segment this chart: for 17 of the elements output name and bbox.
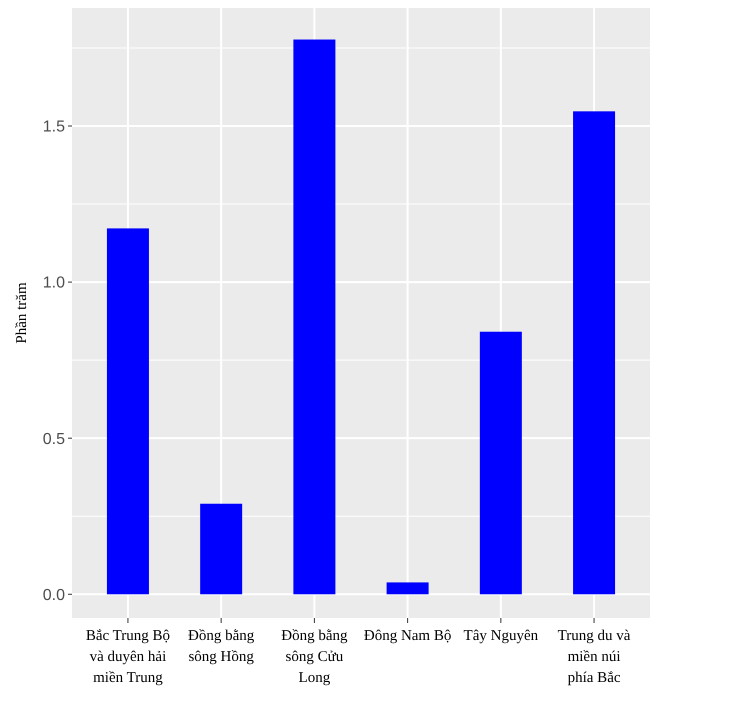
- x-tick-label: Tây Nguyên: [464, 628, 539, 644]
- y-tick-label: 0.5: [42, 430, 66, 448]
- y-tick-label: 0.0: [42, 586, 66, 604]
- bar: [200, 504, 242, 594]
- x-tick-label: Bắc Trung Bộ và duyên hải miền Trung: [86, 628, 170, 686]
- x-tick-label: Đồng bằng sông Cửu Long: [281, 628, 348, 686]
- bar: [480, 332, 522, 594]
- y-tick-label: 1.5: [42, 118, 66, 136]
- y-tick-label: 1.0: [42, 274, 66, 292]
- x-tick-label: Trung du và miền núi phía Bắc: [558, 628, 631, 686]
- bar: [573, 111, 616, 594]
- x-tick-label: Đông Nam Bộ: [364, 628, 452, 644]
- bar: [386, 582, 429, 594]
- x-tick-label: Đồng bằng sông Hồng: [188, 628, 255, 665]
- bar: [293, 40, 336, 594]
- y-axis-title: Phần trăm: [14, 282, 30, 344]
- bar: [106, 228, 149, 594]
